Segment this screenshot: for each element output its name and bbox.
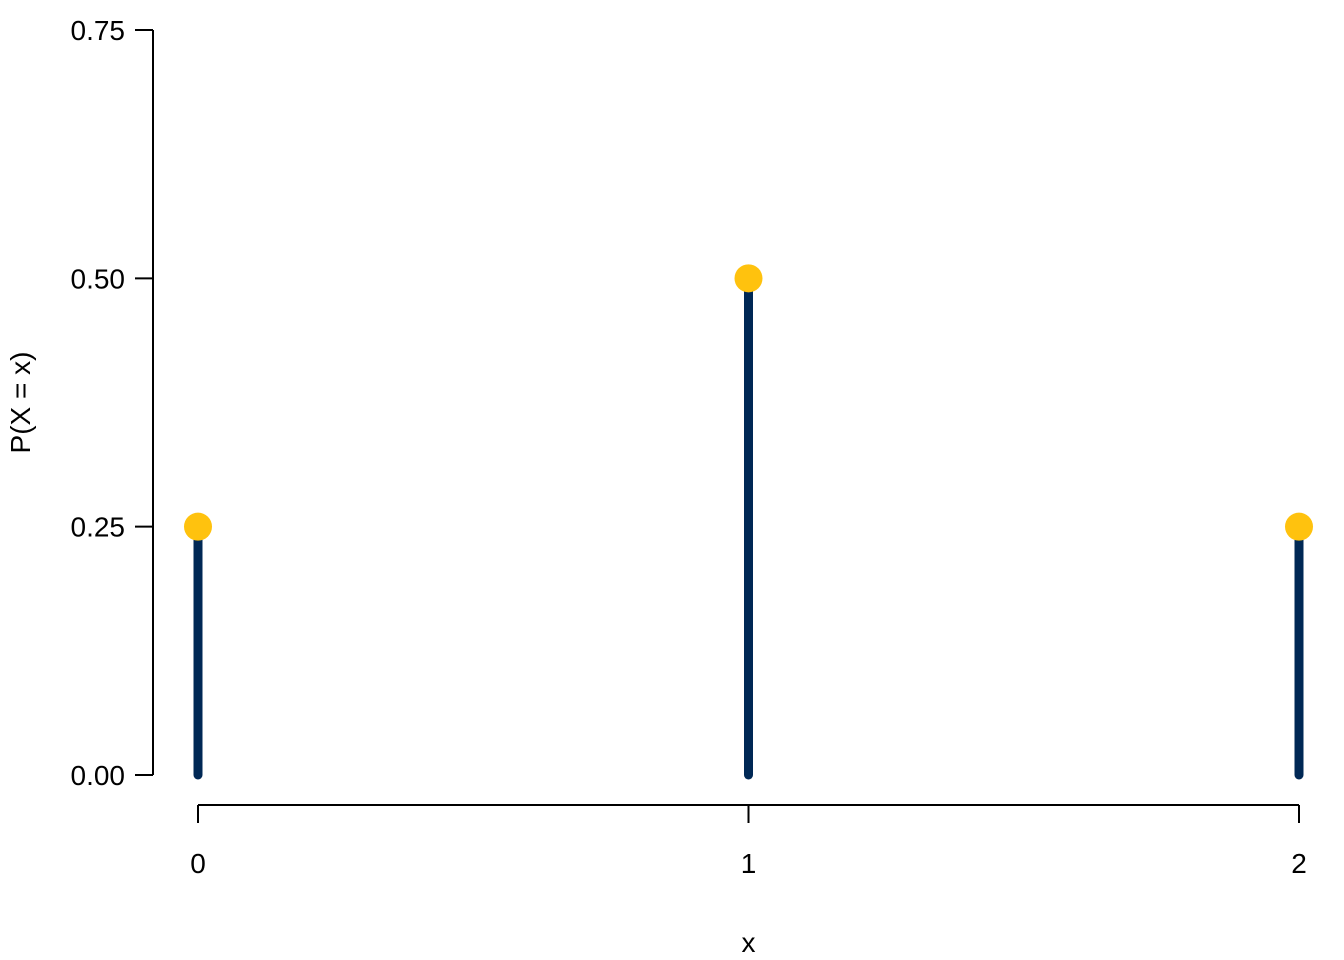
data-point: [734, 264, 763, 293]
x-axis-title: x: [742, 927, 756, 958]
y-tick-label: 0.50: [71, 263, 126, 294]
y-tick-label: 0.75: [71, 15, 126, 46]
y-axis: 0.00 0.25 0.50 0.75: [71, 15, 154, 791]
y-tick-label: 0.25: [71, 512, 126, 543]
y-axis-title: P(X = x): [5, 352, 36, 454]
data-point: [1285, 512, 1313, 541]
data-point: [184, 512, 212, 541]
stems-group: [193, 273, 1304, 780]
y-tick-label: 0.00: [71, 760, 126, 791]
x-axis: 0 1 2: [190, 804, 1307, 879]
points-group: [184, 264, 1313, 541]
x-tick-label: 2: [1291, 848, 1307, 879]
x-tick-label: 0: [190, 848, 206, 879]
x-tick-label: 1: [741, 848, 757, 879]
